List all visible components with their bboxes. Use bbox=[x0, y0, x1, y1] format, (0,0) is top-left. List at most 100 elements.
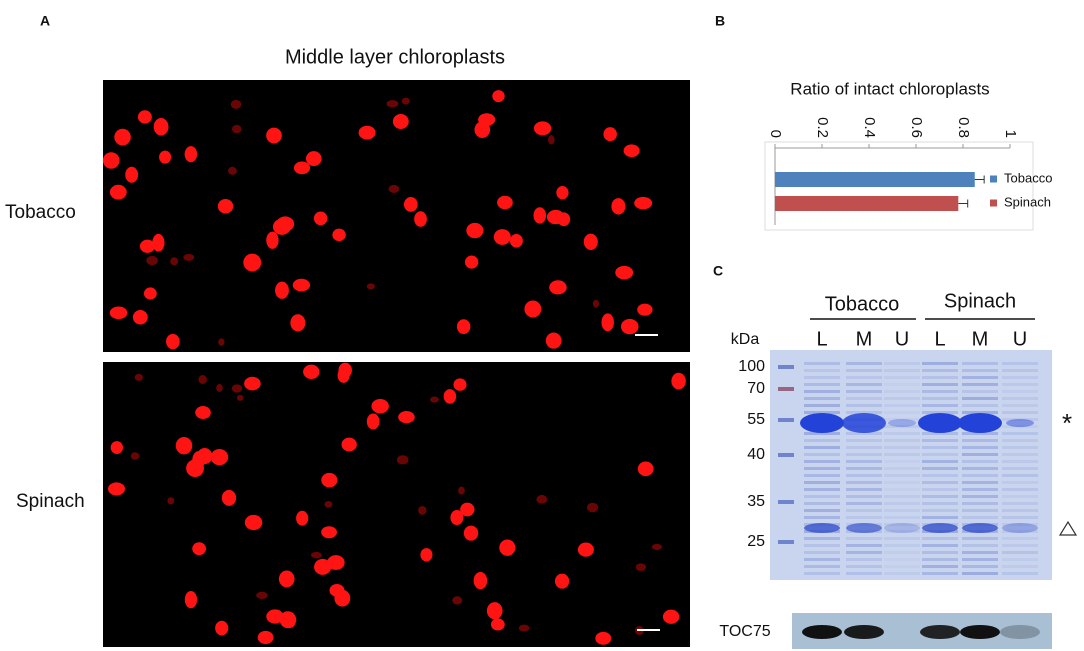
x-tick-label: 0 bbox=[767, 130, 784, 138]
gel-band bbox=[846, 439, 882, 442]
gel-band bbox=[804, 460, 840, 463]
gel-band bbox=[846, 383, 882, 386]
gel-band bbox=[1002, 530, 1038, 533]
chloroplast bbox=[217, 199, 234, 214]
gel-band bbox=[884, 530, 920, 533]
chart-title: Ratio of intact chloroplasts bbox=[790, 79, 989, 98]
gel-band bbox=[1002, 474, 1038, 477]
chart-frame bbox=[764, 141, 1034, 231]
gel-band bbox=[846, 488, 882, 491]
gel-band bbox=[922, 439, 958, 442]
chloroplast bbox=[577, 542, 594, 557]
gel-band bbox=[846, 502, 882, 505]
gel-band bbox=[884, 544, 920, 547]
marker-band bbox=[778, 418, 794, 422]
gel-band bbox=[922, 411, 958, 414]
chloroplast bbox=[490, 618, 505, 631]
gel-band bbox=[1002, 383, 1038, 386]
gel-band bbox=[1002, 481, 1038, 484]
gel-band bbox=[846, 495, 882, 498]
chloroplast bbox=[466, 222, 484, 239]
gel-band bbox=[884, 390, 920, 393]
gel-band bbox=[884, 523, 920, 526]
gel-band bbox=[962, 558, 998, 561]
gel-band bbox=[1002, 418, 1038, 421]
chloroplast bbox=[332, 228, 346, 242]
panel-label: C bbox=[713, 263, 723, 279]
chloroplast bbox=[198, 375, 207, 384]
gel-band bbox=[962, 383, 998, 386]
chloroplast bbox=[549, 280, 567, 295]
gel-band bbox=[922, 551, 958, 554]
gel-band bbox=[846, 565, 882, 568]
chloroplast bbox=[662, 609, 680, 624]
gel-band bbox=[1002, 544, 1038, 547]
chloroplast bbox=[464, 255, 479, 269]
gel-band bbox=[962, 481, 998, 484]
marker-label: 40 bbox=[747, 446, 765, 463]
x-tick-label: 0.6 bbox=[908, 117, 925, 138]
gel-band bbox=[1002, 397, 1038, 400]
chloroplasts bbox=[102, 90, 686, 645]
gel-band bbox=[846, 467, 882, 470]
gel-band bbox=[1002, 432, 1038, 435]
chloroplast bbox=[499, 539, 516, 556]
gel-band bbox=[846, 446, 882, 449]
chloroplast bbox=[595, 631, 612, 645]
chloroplast bbox=[398, 410, 415, 424]
gel-band bbox=[884, 411, 920, 414]
gel-band bbox=[804, 390, 840, 393]
gel-band bbox=[962, 362, 998, 365]
marker-label: 55 bbox=[747, 411, 765, 428]
chloroplast bbox=[554, 573, 570, 589]
gel-band bbox=[1002, 516, 1038, 519]
panel-label: A bbox=[40, 13, 50, 29]
gel-band bbox=[804, 544, 840, 547]
chloroplast bbox=[321, 472, 338, 488]
chloroplast bbox=[452, 596, 463, 605]
gel-band bbox=[804, 453, 840, 456]
chloroplast bbox=[556, 185, 569, 200]
gel-band bbox=[962, 537, 998, 540]
chloroplast bbox=[236, 394, 244, 401]
blot-band bbox=[802, 625, 842, 639]
chloroplast bbox=[533, 121, 552, 136]
gel-band bbox=[1002, 425, 1038, 428]
gel-band bbox=[884, 397, 920, 400]
gel-band bbox=[884, 362, 920, 365]
chloroplast bbox=[266, 127, 282, 144]
gel-band bbox=[846, 390, 882, 393]
chloroplast bbox=[418, 506, 427, 515]
gel-band bbox=[922, 488, 958, 491]
chloroplast bbox=[557, 212, 571, 227]
gel-band bbox=[804, 523, 840, 533]
gel-band bbox=[846, 369, 882, 372]
chloroplast bbox=[615, 265, 634, 280]
gel-band bbox=[884, 523, 920, 533]
gel-band bbox=[884, 432, 920, 435]
x-tick-label: 0.8 bbox=[955, 117, 972, 138]
gel-band bbox=[804, 551, 840, 554]
gel-band bbox=[884, 460, 920, 463]
chloroplast bbox=[303, 364, 320, 380]
gel-band bbox=[962, 488, 998, 491]
chloroplast bbox=[313, 211, 328, 226]
gel-band bbox=[962, 369, 998, 372]
gel-band bbox=[884, 467, 920, 470]
blot-band bbox=[1000, 625, 1040, 639]
blot-label: TOC75 bbox=[719, 623, 770, 640]
gel-band bbox=[804, 516, 840, 519]
gel-band bbox=[846, 558, 882, 561]
chloroplast bbox=[310, 551, 322, 559]
gel-band bbox=[962, 460, 998, 463]
gel-band bbox=[922, 397, 958, 400]
chloroplast bbox=[159, 150, 172, 164]
chloroplast bbox=[366, 413, 380, 430]
chloroplast bbox=[463, 525, 479, 541]
gel-band bbox=[962, 516, 998, 519]
chloroplast bbox=[108, 482, 126, 496]
chloroplast bbox=[275, 281, 289, 299]
lane-label: L bbox=[934, 328, 945, 350]
chloroplast bbox=[216, 384, 223, 392]
gel-band bbox=[962, 523, 998, 533]
